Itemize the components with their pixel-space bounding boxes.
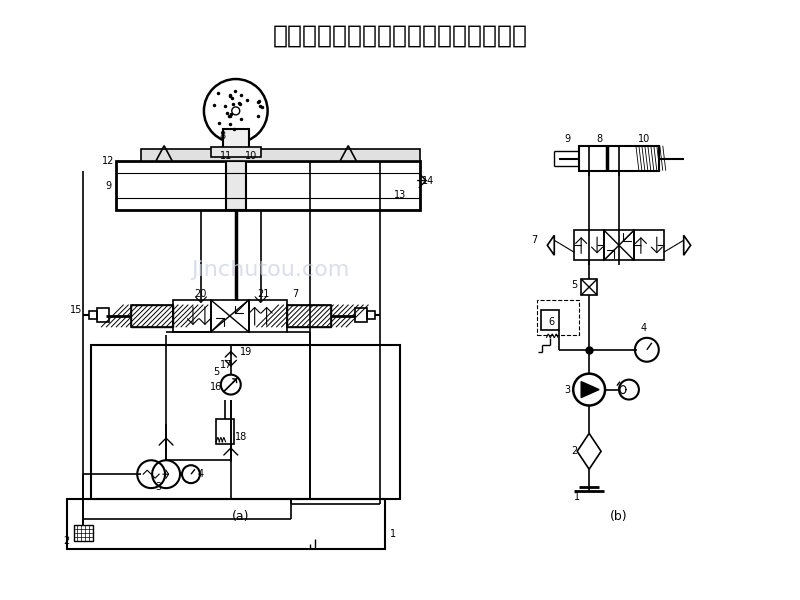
Text: (b): (b) <box>610 511 628 523</box>
Text: 5: 5 <box>571 280 578 290</box>
Text: 一、平面磨床液压传动系统的工作原理: 一、平面磨床液压传动系统的工作原理 <box>273 23 527 47</box>
Bar <box>216 419 234 445</box>
Text: 16: 16 <box>210 382 222 392</box>
Bar <box>116 161 420 211</box>
Bar <box>211 147 261 157</box>
Text: 7: 7 <box>292 289 298 299</box>
Bar <box>286 305 331 327</box>
Text: 9: 9 <box>106 181 111 191</box>
Bar <box>223 135 241 149</box>
Text: Jinchutou.com: Jinchutou.com <box>191 260 350 280</box>
Text: 1: 1 <box>574 492 580 502</box>
Bar <box>355 308 367 322</box>
Bar <box>142 149 420 161</box>
Text: 1: 1 <box>390 529 396 539</box>
Bar <box>74 525 94 541</box>
Text: 13: 13 <box>394 190 406 200</box>
Text: (a): (a) <box>232 511 250 523</box>
Bar <box>367 311 375 319</box>
Bar <box>226 161 246 211</box>
Text: 18: 18 <box>234 433 247 442</box>
Text: 2: 2 <box>571 446 578 456</box>
Bar <box>90 311 98 319</box>
Text: 12: 12 <box>102 155 114 166</box>
Text: 5: 5 <box>213 367 219 377</box>
Text: 14: 14 <box>422 176 434 185</box>
Bar <box>131 305 173 327</box>
Text: 9: 9 <box>564 134 570 144</box>
Bar <box>581 279 597 295</box>
Text: 20: 20 <box>194 289 207 299</box>
Bar <box>542 310 559 330</box>
Text: 8: 8 <box>596 134 602 144</box>
Text: 10: 10 <box>638 134 650 144</box>
Text: 2: 2 <box>63 536 70 546</box>
Text: 4: 4 <box>198 469 204 479</box>
Text: 19: 19 <box>239 347 252 357</box>
Bar <box>173 300 211 332</box>
Text: 17: 17 <box>220 359 232 370</box>
Bar <box>211 300 249 332</box>
Text: 7: 7 <box>531 235 538 245</box>
Text: 10: 10 <box>245 151 257 161</box>
Bar <box>538 300 579 335</box>
Text: 3: 3 <box>155 482 161 492</box>
Bar <box>286 305 331 327</box>
Bar <box>66 499 385 549</box>
Bar <box>249 300 286 332</box>
Text: 21: 21 <box>258 289 270 299</box>
Text: 11: 11 <box>220 151 232 161</box>
Bar <box>223 129 249 149</box>
Text: 4: 4 <box>641 323 647 333</box>
Text: 8: 8 <box>220 131 226 141</box>
Text: 3: 3 <box>564 385 570 395</box>
Text: 6: 6 <box>548 317 554 327</box>
Bar <box>98 308 110 322</box>
Bar <box>131 305 173 327</box>
Bar <box>634 230 664 260</box>
Text: 15: 15 <box>70 305 82 315</box>
Bar <box>91 345 400 499</box>
Polygon shape <box>581 382 599 398</box>
Bar <box>579 146 658 170</box>
Bar <box>574 230 604 260</box>
Bar <box>604 230 634 260</box>
